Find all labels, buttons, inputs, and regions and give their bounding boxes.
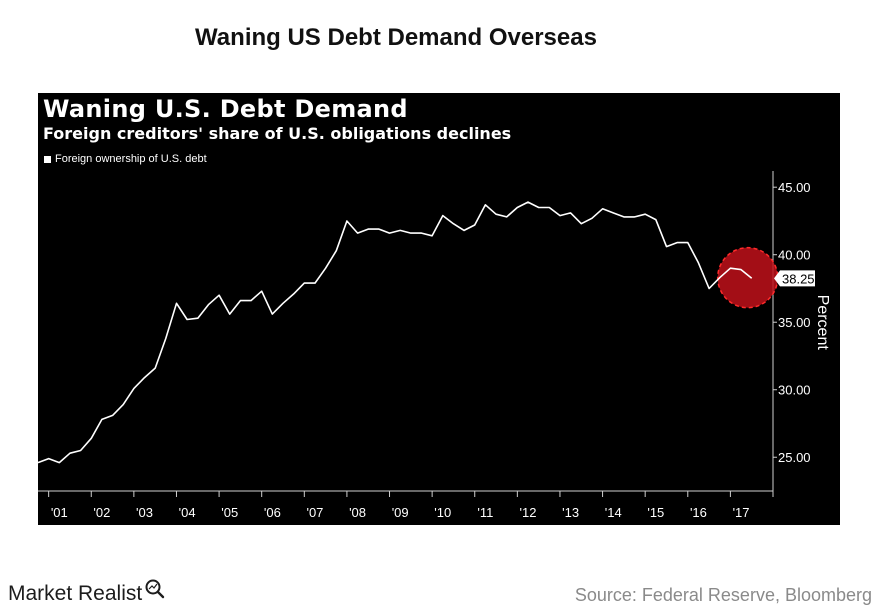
- x-tick-label: '10: [434, 505, 451, 520]
- line-chart: 45.00 40.00 35.00 30.00 25.00 '01 '02 '03 '04 '05…: [38, 171, 831, 520]
- highlight-circle: [716, 246, 779, 309]
- brand-name: Market Realist: [8, 582, 143, 605]
- last-value-flag: [774, 270, 815, 287]
- y-axis-title: Percent: [814, 295, 831, 351]
- x-tick-label: '02: [93, 505, 110, 520]
- page-title: Waning US Debt Demand Overseas: [195, 24, 597, 51]
- x-tick-label: '16: [690, 505, 707, 520]
- x-tick-label: '08: [349, 505, 366, 520]
- x-tick-label: '17: [733, 505, 750, 520]
- x-tick-label: '11: [477, 505, 493, 520]
- series-line: [38, 201, 753, 464]
- brand-logo: Market Realist: [8, 579, 166, 606]
- y-tick-label: 30.00: [778, 383, 811, 398]
- x-tick-label: '13: [562, 505, 579, 520]
- magnifier-chart-icon: [145, 579, 165, 599]
- x-tick-label: '01: [51, 505, 68, 520]
- x-tick-label: '12: [520, 505, 537, 520]
- chart-legend: Foreign ownership of U.S. debt: [44, 153, 207, 165]
- legend-swatch: [44, 155, 51, 163]
- chart-panel: 45.00 40.00 35.00 30.00 25.00 '01 '02 '03 '04 '05…: [38, 93, 840, 525]
- x-tick-label: '05: [221, 505, 238, 520]
- chart-subtitle: Foreign creditors' share of U.S. obligat…: [43, 124, 512, 143]
- x-tick-label: '04: [179, 505, 196, 520]
- y-tick-label: 25.00: [778, 450, 811, 465]
- x-tick-label: '14: [605, 505, 622, 520]
- x-tick-label: '15: [647, 505, 664, 520]
- x-tick-label: '06: [264, 505, 281, 520]
- y-tick-label: 40.00: [778, 248, 811, 263]
- last-value-label: 38.25: [782, 271, 815, 286]
- x-tick-label: '07: [306, 505, 323, 520]
- y-tick-label: 45.00: [778, 180, 811, 195]
- source-note: Source: Federal Reserve, Bloomberg: [574, 585, 872, 605]
- x-tick-label: '03: [136, 505, 153, 520]
- chart-title: Waning U.S. Debt Demand: [43, 95, 408, 123]
- y-tick-label: 35.00: [778, 315, 811, 330]
- legend-label: Foreign ownership of U.S. debt: [55, 153, 207, 165]
- x-tick-label: '09: [392, 505, 409, 520]
